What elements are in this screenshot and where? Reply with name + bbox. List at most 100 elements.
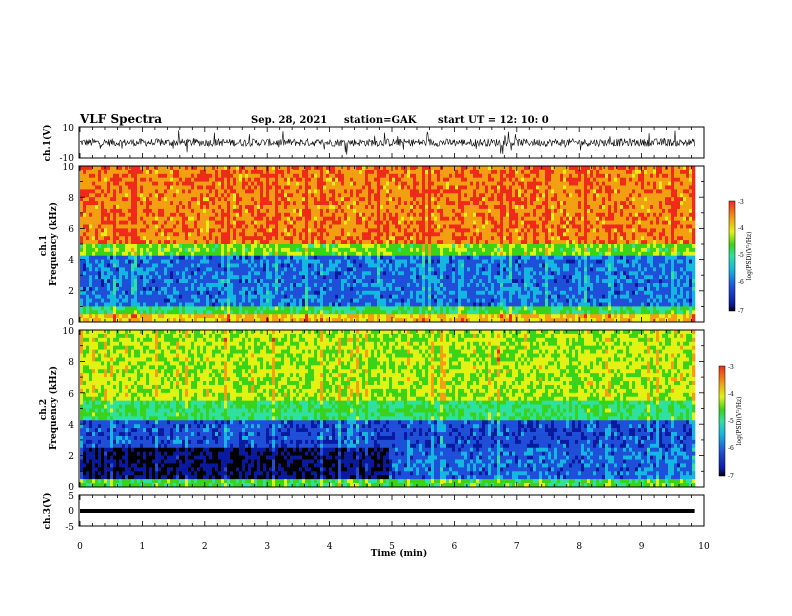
spectrogram-cell	[92, 197, 95, 201]
spectrogram-cell	[242, 205, 245, 209]
spectrogram-cell	[284, 166, 287, 170]
spectrogram-cell	[452, 193, 455, 197]
spectrogram-cell	[170, 236, 173, 240]
spectrogram-cell	[239, 182, 242, 186]
spectrogram-cell	[80, 267, 83, 271]
spectrogram-cell	[95, 174, 98, 178]
spectrogram-cell	[143, 166, 146, 170]
spectrogram-cell	[443, 264, 446, 268]
spectrogram-cell	[137, 221, 140, 225]
spectrogram-cell	[416, 306, 419, 310]
spectrogram-cell	[353, 178, 356, 182]
spectrogram-cell	[203, 252, 206, 256]
spectrogram-cell	[317, 275, 320, 279]
spectrogram-cell	[410, 232, 413, 236]
spectrogram-cell	[428, 252, 431, 256]
spectrogram-cell	[344, 166, 347, 170]
spectrogram-cell	[380, 314, 383, 318]
spectrogram-cell	[344, 174, 347, 178]
spectrogram-cell	[248, 267, 251, 271]
spectrogram-cell	[410, 221, 413, 225]
spectrogram-cell	[302, 275, 305, 279]
spectrogram-cell	[128, 193, 131, 197]
spectrogram-cell	[209, 228, 212, 232]
spectrogram-cell	[167, 295, 170, 299]
spectrogram-cell	[320, 291, 323, 295]
spectrogram-cell	[308, 299, 311, 303]
spectrogram-cell	[401, 299, 404, 303]
spectrogram-cell	[404, 201, 407, 205]
spectrogram-cell	[209, 209, 212, 213]
spectrogram-cell	[224, 244, 227, 248]
spectrogram-cell	[113, 240, 116, 244]
spectrogram-cell	[260, 178, 263, 182]
spectrogram-cell	[149, 225, 152, 229]
spectrogram-cell	[125, 201, 128, 205]
spectrogram-cell	[212, 166, 215, 170]
spectrogram-cell	[287, 228, 290, 232]
spectrogram-cell	[386, 201, 389, 205]
spectrogram-cell	[143, 217, 146, 221]
spectrogram-cell	[233, 264, 236, 268]
spectrogram-cell	[365, 264, 368, 268]
spectrogram-cell	[257, 283, 260, 287]
spectrogram-cell	[143, 252, 146, 256]
spectrogram-cell	[287, 197, 290, 201]
spectrogram-cell	[296, 166, 299, 170]
spectrogram-cell	[161, 201, 164, 205]
spectrogram-cell	[347, 267, 350, 271]
spectrogram-cell	[128, 232, 131, 236]
spectrogram-cell	[101, 310, 104, 314]
spectrogram-cell	[203, 303, 206, 307]
spectrogram-cell	[368, 252, 371, 256]
spectrogram-cell	[158, 256, 161, 260]
spectrogram-cell	[98, 166, 101, 170]
spectrogram-cell	[347, 244, 350, 248]
spectrogram-cell	[209, 314, 212, 318]
spectrogram-cell	[308, 217, 311, 221]
spectrogram-cell	[185, 291, 188, 295]
spectrogram-cell	[275, 232, 278, 236]
spectrogram-cell	[374, 283, 377, 287]
spectrogram-cell	[131, 213, 134, 217]
spectrogram-cell	[191, 279, 194, 283]
spectrogram-cell	[392, 287, 395, 291]
spectrogram-cell	[386, 205, 389, 209]
spectrogram-cell	[365, 217, 368, 221]
spectrogram-cell	[173, 209, 176, 213]
spectrogram-cell	[425, 217, 428, 221]
spectrogram-cell	[386, 182, 389, 186]
spectrogram-cell	[104, 186, 107, 190]
spectrogram-cell	[209, 256, 212, 260]
spectrogram-cell	[182, 299, 185, 303]
spectrogram-cell	[329, 295, 332, 299]
spectrogram-cell	[158, 299, 161, 303]
spectrogram-cell	[113, 205, 116, 209]
spectrogram-cell	[380, 260, 383, 264]
spectrogram-cell	[185, 314, 188, 318]
spectrogram-cell	[206, 299, 209, 303]
spectrogram-cell	[89, 197, 92, 201]
spectrogram-cell	[413, 186, 416, 190]
spectrogram-cell	[251, 299, 254, 303]
spectrogram-cell	[104, 221, 107, 225]
spectrogram-cell	[254, 217, 257, 221]
spectrogram-cell	[143, 299, 146, 303]
spectrogram-cell	[200, 232, 203, 236]
spectrogram-cell	[263, 178, 266, 182]
spectrogram-cell	[326, 256, 329, 260]
spectrogram-cell	[245, 189, 248, 193]
spectrogram-cell	[350, 189, 353, 193]
spectrogram-cell	[398, 170, 401, 174]
spectrogram-cell	[431, 271, 434, 275]
spectrogram-cell	[104, 306, 107, 310]
spectrogram-cell	[212, 275, 215, 279]
spectrogram-cell	[200, 295, 203, 299]
spectrogram-cell	[212, 299, 215, 303]
spectrogram-cell	[341, 205, 344, 209]
spectrogram-cell	[293, 287, 296, 291]
spectrogram-cell	[398, 267, 401, 271]
spectrogram-cell	[152, 186, 155, 190]
spectrogram-cell	[344, 264, 347, 268]
spectrogram-cell	[389, 295, 392, 299]
